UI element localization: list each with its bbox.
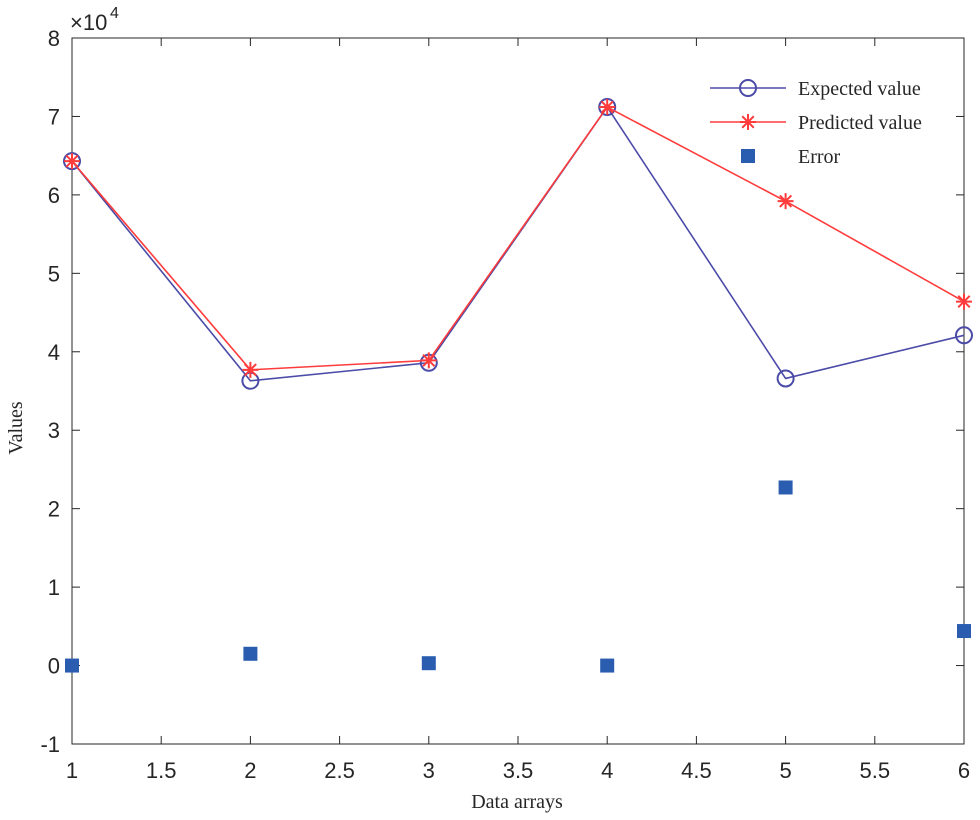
x-tick-label: 5: [779, 758, 791, 783]
legend: Expected value Predicted value Error: [710, 78, 922, 168]
plot-frame: [72, 38, 964, 744]
data-point: [957, 624, 971, 638]
x-tick-label: 5.5: [860, 758, 891, 783]
data-point: [422, 656, 436, 670]
x-tick-label: 2: [244, 758, 256, 783]
x-tick-label: 3: [423, 758, 435, 783]
y-tick-label: 5: [48, 261, 60, 286]
y-axis-label: Values: [5, 401, 27, 455]
y-multiplier: ×10 4: [70, 5, 119, 35]
legend-label: Error: [798, 146, 841, 168]
data-point: [778, 193, 794, 209]
y-tick-label: 0: [48, 654, 60, 679]
data-point: [600, 659, 614, 673]
y-tick-label: 6: [48, 183, 60, 208]
data-point: [421, 352, 437, 368]
data-point: [599, 99, 615, 115]
legend-item: Predicted value: [710, 112, 922, 134]
y-multiplier-exponent: 4: [110, 5, 119, 22]
data-point: [242, 362, 258, 378]
y-tick-label: 7: [48, 104, 60, 129]
x-axis-label: Data arrays: [471, 791, 563, 813]
series-layer: [64, 99, 972, 673]
x-tick-label: 2.5: [324, 758, 355, 783]
legend-item: Expected value: [710, 78, 921, 100]
y-tick-label: 1: [48, 575, 60, 600]
series-predicted-value: [64, 99, 972, 378]
plot-box: [72, 38, 964, 744]
legend-marker: [741, 149, 755, 163]
x-tick-label: 6: [958, 758, 970, 783]
x-tick-label: 1.5: [146, 758, 177, 783]
data-point: [956, 294, 972, 310]
data-point: [243, 647, 257, 661]
y-tick-label: -1: [40, 732, 60, 757]
x-tick-label: 4: [601, 758, 613, 783]
x-tick-label: 3.5: [503, 758, 534, 783]
x-tick-label: 1: [66, 758, 78, 783]
series-error: [65, 480, 971, 672]
data-point: [65, 659, 79, 673]
data-point: [64, 153, 80, 169]
y-tick-label: 4: [48, 340, 60, 365]
series-expected-value: [64, 99, 972, 389]
x-tick-label: 4.5: [681, 758, 712, 783]
legend-marker: [740, 114, 756, 130]
data-point: [779, 480, 793, 494]
chart: -1 0 1 2 3 4 5 6 7 8 1 1.5 2 2.5 3 3.5 4 4.5 5 5.5 6 Expect…: [0, 0, 980, 820]
y-multiplier-base: ×10: [70, 10, 107, 35]
y-tick-label: 2: [48, 497, 60, 522]
y-tick-label: 8: [48, 26, 60, 51]
y-axis-ticks: -1 0 1 2 3 4 5 6 7 8: [40, 26, 964, 757]
legend-item: Error: [741, 146, 841, 168]
y-tick-label: 3: [48, 418, 60, 443]
legend-label: Expected value: [798, 78, 921, 100]
legend-label: Predicted value: [798, 112, 922, 134]
